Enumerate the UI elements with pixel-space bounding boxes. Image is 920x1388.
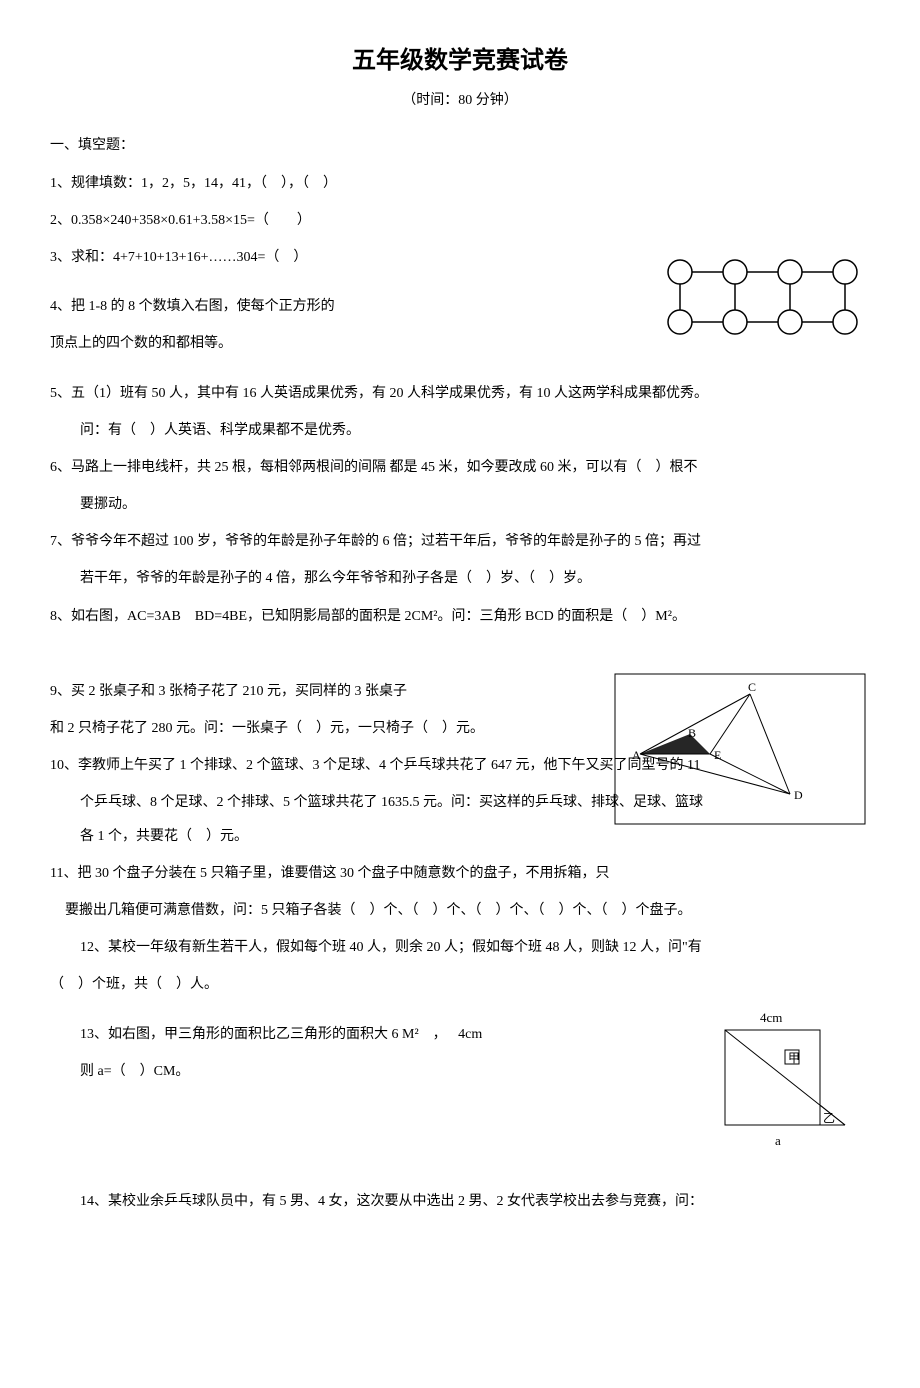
q13-diagram: 4cm 甲 乙 a [700, 1010, 870, 1169]
page-subtitle: （时间：80 分钟） [50, 88, 870, 113]
question-2: 2、0.358×240+358×0.61+3.58×15=（ ） [50, 208, 870, 233]
q13-top-label: 4cm [760, 1010, 782, 1025]
question-5-line2: 问：有（ ）人英语、科学成果都不是优秀。 [80, 418, 870, 443]
question-5-line1: 5、五（1）班有 50 人，其中有 16 人英语成果优秀，有 20 人科学成果优… [50, 381, 870, 406]
question-8: 8、如右图，AC=3AB BD=4BE，已知阴影局部的面积是 2CM²。问：三角… [50, 604, 870, 629]
question-14: 14、某校业余乒乓球队员中，有 5 男、4 女，这次要从中选出 2 男、2 女代… [80, 1189, 870, 1214]
label-D: D [794, 788, 803, 802]
question-9-line1: 9、买 2 张桌子和 3 张椅子花了 210 元，买同样的 3 张桌子 [50, 679, 560, 704]
question-4-line2: 顶点上的四个数的和都相等。 [50, 331, 640, 356]
question-7-line2: 若干年，爷爷的年龄是孙子的 4 倍，那么今年爷爷和孙子各是（ ）岁、（ ）岁。 [80, 566, 870, 591]
question-6-line2: 要挪动。 [80, 492, 870, 517]
section-1-header: 一、填空题： [50, 133, 870, 158]
question-13-line2: 则 a=（ ）CM。 [80, 1059, 680, 1084]
question-4-line1: 4、把 1-8 的 8 个数填入右图，使每个正方形的 [50, 294, 640, 319]
question-11-line1: 11、把 30 个盘子分装在 5 只箱子里，谁要借这 30 个盘子中随意数个的盘… [50, 861, 870, 886]
label-B: B [688, 726, 696, 740]
question-6-line1: 6、马路上一排电线杆，共 25 根，每相邻两根间的间隔 都是 45 米，如今要改… [50, 455, 870, 480]
q13-text-a: 13、如右图，甲三角形的面积比乙三角形的面积大 6 M² ， [80, 1027, 447, 1042]
question-9-line2: 和 2 只椅子花了 280 元。问：一张桌子（ ）元，一只椅子（ ）元。 [50, 716, 560, 741]
question-10-line1: 10、李教师上午买了 1 个排球、2 个篮球、3 个足球、4 个乒乓球共花了 6… [50, 753, 870, 778]
label-C: C [748, 680, 756, 694]
q13-yi-label: 乙 [823, 1111, 835, 1125]
q13-a-label: a [775, 1133, 781, 1148]
question-13-line1: 13、如右图，甲三角形的面积比乙三角形的面积大 6 M² ， 4cm [80, 1022, 680, 1047]
question-12-line1: 12、某校一年级有新生若干人，假如每个班 40 人，则余 20 人；假如每个班 … [80, 935, 870, 960]
question-7-line1: 7、爷爷今年不超过 100 岁，爷爷的年龄是孙子年龄的 6 倍；过若干年后，爷爷… [50, 529, 870, 554]
q13-jia-label: 甲 [788, 1051, 800, 1065]
question-3: 3、求和：4+7+10+13+16+……304=（ ） [50, 245, 870, 270]
q13-left-label: 4cm [458, 1027, 482, 1042]
question-1: 1、规律填数：1，2，5，14，41，（ ），（ ） [50, 171, 870, 196]
question-12-line2: （ ）个班，共（ ）人。 [50, 972, 870, 997]
page-title: 五年级数学竞赛试卷 [50, 40, 870, 83]
question-11-line2: 要搬出几箱便可满意借数，问：5 只箱子各装（ ）个、（ ）个、（ ）个、（ ）个… [65, 898, 870, 923]
